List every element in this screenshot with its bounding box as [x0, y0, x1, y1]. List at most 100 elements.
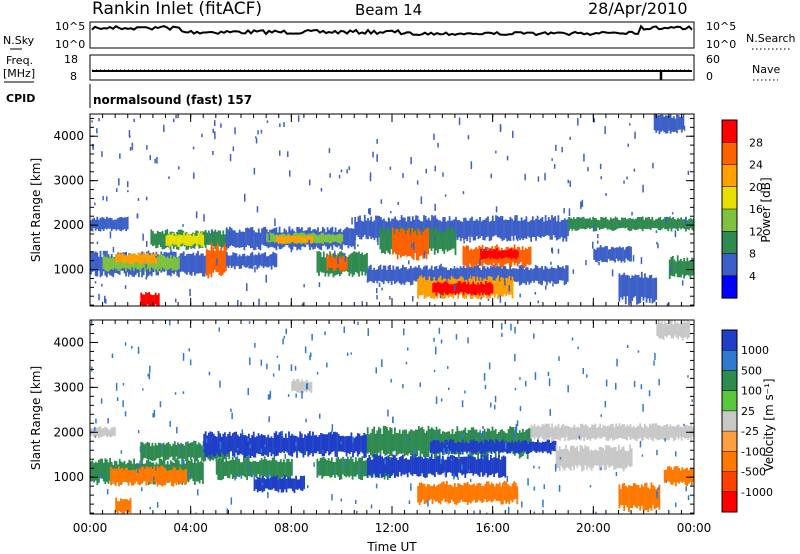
echo-streak — [317, 235, 320, 243]
echo-streak — [554, 216, 557, 238]
echo-speckle — [248, 321, 251, 324]
echo-speckle — [189, 288, 191, 297]
echo-streak — [476, 483, 479, 503]
echo-speckle — [408, 500, 411, 504]
echo-streak — [392, 434, 395, 452]
echo-streak — [107, 462, 110, 484]
echo-streak — [647, 427, 649, 440]
echo-speckle — [94, 281, 97, 284]
echo-streak — [562, 449, 564, 469]
echo-streak — [321, 257, 324, 273]
echo-streak — [195, 462, 198, 482]
echo-streak — [321, 457, 324, 479]
echo-streak — [281, 235, 283, 243]
echo-streak — [153, 253, 156, 263]
echo-streak — [435, 282, 438, 296]
colorbar-tick-label: 500 — [741, 364, 762, 377]
echo-speckle — [203, 214, 205, 222]
echo-speckle — [615, 471, 618, 477]
echo-streak — [673, 259, 676, 277]
echo-streak — [589, 217, 591, 229]
echo-streak — [513, 249, 516, 259]
echo-streak — [492, 484, 495, 501]
echo-speckle — [501, 323, 503, 330]
echo-speckle — [384, 459, 386, 465]
echo-speckle — [378, 276, 380, 281]
echo-streak — [482, 486, 485, 502]
echo-streak — [227, 255, 230, 268]
echo-speckle — [192, 146, 195, 150]
echo-streak — [551, 215, 553, 240]
echo-streak — [563, 218, 566, 239]
echo-streak — [547, 217, 550, 236]
echo-streak — [488, 221, 491, 242]
echo-speckle — [623, 180, 625, 184]
echo-streak — [539, 267, 542, 285]
echo-streak — [684, 425, 686, 439]
echo-streak — [528, 270, 531, 285]
echo-streak — [565, 444, 567, 468]
echo-streak — [333, 235, 336, 242]
echo-streak — [549, 427, 552, 438]
echo-streak — [99, 458, 102, 479]
echo-streak — [215, 461, 218, 475]
echo-streak — [573, 424, 576, 440]
echo-streak — [480, 455, 483, 473]
echo-streak — [145, 253, 148, 263]
echo-streak — [406, 230, 409, 257]
echo-streak — [464, 281, 467, 293]
echo-speckle — [322, 450, 324, 453]
echo-streak — [611, 218, 614, 231]
echo-streak — [145, 443, 147, 459]
echo-streak — [300, 379, 303, 393]
echo-streak — [627, 450, 630, 466]
echo-streak — [606, 219, 609, 230]
echo-streak — [256, 436, 258, 454]
echo-streak — [354, 457, 357, 477]
echo-streak — [502, 455, 505, 476]
echo-streak — [197, 233, 200, 245]
echo-streak — [598, 220, 601, 230]
echo-streak — [486, 428, 489, 456]
colorbar-tick-label: 8 — [749, 248, 756, 261]
echo-streak — [429, 456, 431, 474]
echo-streak — [165, 257, 167, 271]
echo-streak — [652, 423, 654, 442]
echo-speckle — [214, 120, 216, 126]
echo-streak — [373, 267, 375, 283]
echo-streak — [417, 228, 420, 261]
echo-streak — [229, 255, 231, 266]
echo-streak — [301, 237, 304, 243]
echo-speckle — [597, 234, 599, 239]
echo-streak — [469, 439, 472, 453]
echo-streak — [437, 281, 439, 293]
echo-speckle — [148, 372, 151, 380]
echo-streak — [99, 250, 102, 278]
echo-streak — [642, 486, 645, 510]
echo-streak — [408, 431, 411, 454]
echo-streak — [405, 267, 407, 283]
echo-speckle — [376, 154, 378, 162]
echo-streak — [437, 230, 439, 254]
echo-streak — [550, 266, 553, 282]
colorbar-segment — [722, 350, 737, 371]
echo-speckle — [237, 447, 239, 451]
echo-streak — [240, 231, 243, 248]
echo-streak — [500, 486, 503, 505]
echo-streak — [197, 442, 200, 458]
echo-streak — [204, 229, 207, 248]
echo-streak — [205, 248, 208, 276]
echo-streak — [579, 445, 582, 467]
echo-streak — [456, 220, 459, 241]
echo-streak — [136, 255, 138, 270]
echo-streak — [594, 249, 597, 262]
echo-streak — [389, 221, 392, 236]
echo-streak — [160, 254, 162, 271]
echo-streak — [151, 295, 154, 306]
echo-speckle — [342, 252, 344, 256]
echo-streak — [480, 270, 483, 283]
echo-streak — [132, 253, 135, 264]
echo-speckle — [434, 165, 436, 172]
echo-speckle — [355, 499, 357, 504]
echo-streak — [647, 278, 650, 299]
